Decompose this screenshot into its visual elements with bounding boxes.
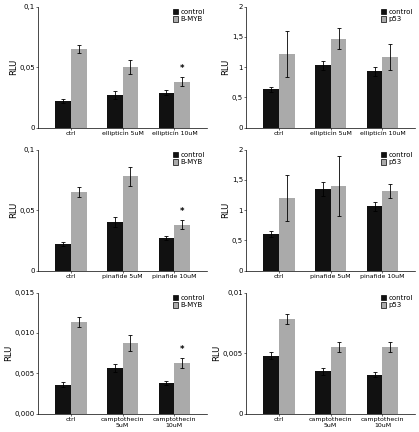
Bar [71, 49, 87, 127]
Bar [315, 189, 331, 270]
Text: *: * [180, 64, 184, 73]
Text: *: * [180, 207, 184, 216]
Bar [122, 343, 138, 413]
Bar [174, 82, 190, 127]
Bar [122, 176, 138, 270]
Text: *: * [180, 345, 184, 354]
Legend: control, B-MYB: control, B-MYB [172, 294, 205, 309]
Bar [71, 192, 87, 270]
Bar [367, 71, 383, 127]
Bar [279, 198, 295, 270]
Bar [158, 383, 174, 413]
Bar [367, 375, 383, 413]
Bar [158, 238, 174, 270]
Bar [107, 368, 122, 413]
Bar [174, 363, 190, 413]
Y-axis label: RLU: RLU [221, 59, 230, 75]
Legend: control, p53: control, p53 [380, 8, 414, 23]
Bar [383, 57, 398, 127]
Y-axis label: RLU: RLU [9, 59, 18, 75]
Bar [315, 65, 331, 127]
Legend: control, p53: control, p53 [380, 294, 414, 309]
Bar [174, 225, 190, 270]
Bar [331, 347, 347, 413]
Bar [107, 222, 122, 270]
Legend: control, B-MYB: control, B-MYB [172, 8, 205, 23]
Bar [71, 322, 87, 413]
Bar [55, 244, 71, 270]
Bar [263, 234, 279, 270]
Bar [55, 384, 71, 413]
Bar [315, 371, 331, 413]
Y-axis label: RLU: RLU [221, 202, 230, 218]
Y-axis label: RLU: RLU [4, 345, 13, 361]
Bar [383, 191, 398, 270]
Bar [331, 186, 347, 270]
Bar [383, 347, 398, 413]
Bar [107, 95, 122, 127]
Legend: control, B-MYB: control, B-MYB [172, 151, 205, 166]
Y-axis label: RLU: RLU [212, 345, 221, 361]
Bar [158, 92, 174, 127]
Bar [331, 39, 347, 127]
Legend: control, p53: control, p53 [380, 151, 414, 166]
Bar [263, 89, 279, 127]
Bar [122, 67, 138, 127]
Bar [279, 319, 295, 413]
Y-axis label: RLU: RLU [9, 202, 18, 218]
Bar [55, 101, 71, 127]
Bar [279, 54, 295, 127]
Bar [367, 206, 383, 270]
Bar [263, 356, 279, 413]
